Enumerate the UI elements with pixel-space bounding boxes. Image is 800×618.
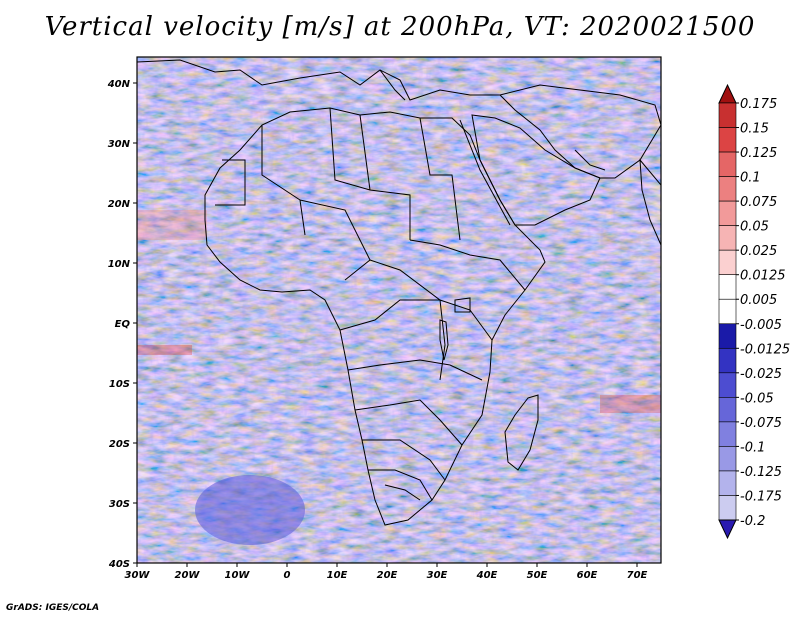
lon-label: 70E xyxy=(627,570,648,581)
colorbar-label: -0.025 xyxy=(740,367,782,382)
lon-label: 30W xyxy=(125,570,151,581)
lat-label: 10N xyxy=(108,259,131,270)
lon-label: 20W xyxy=(175,570,201,581)
axis-ticks xyxy=(133,82,638,567)
lat-label: 20S xyxy=(109,439,130,450)
colorbar-label: -0.05 xyxy=(740,391,774,406)
colorbar-label: 0.15 xyxy=(740,122,769,137)
lon-label: 60E xyxy=(577,570,598,581)
colorbar-box xyxy=(718,495,737,521)
colorbar-label: 0.025 xyxy=(740,244,777,259)
colorbar-box xyxy=(718,225,737,251)
colorbar-box xyxy=(718,176,737,202)
lon-label: 40E xyxy=(476,570,498,581)
colorbar-box xyxy=(718,323,737,349)
lat-label: 20N xyxy=(108,199,131,210)
colorbar-box xyxy=(718,298,737,325)
colorbar-label: -0.075 xyxy=(740,416,782,431)
colorbar-box xyxy=(718,127,737,153)
colorbar-label: -0.125 xyxy=(740,465,782,480)
colorbar-label: -0.175 xyxy=(740,489,782,504)
lat-label: 30S xyxy=(109,499,130,510)
lat-label: 40S xyxy=(108,559,130,570)
colorbar-box xyxy=(718,372,737,398)
lat-label: 30N xyxy=(108,139,131,150)
map-title: Vertical velocity [m/s] at 200hPa, VT: 2… xyxy=(44,12,756,42)
colorbar-box xyxy=(718,249,737,276)
colorbar-box xyxy=(718,102,737,128)
colorbar-label: -0.0125 xyxy=(740,342,790,357)
colorbar-bottom-arrow xyxy=(718,519,737,540)
colorbar-box xyxy=(718,397,737,423)
colorbar-label: 0.1 xyxy=(740,171,761,186)
colorbar-box xyxy=(718,446,737,472)
colorbar-box xyxy=(718,200,737,226)
colorbar-box xyxy=(718,470,737,496)
credit-text: GrADS: IGES/COLA xyxy=(6,603,100,613)
colorbar-box xyxy=(718,421,737,447)
colorbar-label: -0.005 xyxy=(740,318,782,333)
lon-labels: 30W 20W 10W 0 10E 20E 30E 40E 50E 60E 70… xyxy=(125,570,648,581)
colorbar-top-arrow xyxy=(718,83,737,104)
colorbar-label: 0.005 xyxy=(740,293,777,308)
lat-labels: 40N 30N 20N 10N EQ 10S 20S 30S 40S xyxy=(107,79,131,570)
colorbar-label: 0.175 xyxy=(740,97,777,112)
colorbar-label: 0.05 xyxy=(740,220,769,235)
velocity-field xyxy=(137,57,661,563)
colorbar-label: 0.075 xyxy=(740,195,777,210)
colorbar-label: -0.1 xyxy=(740,440,765,455)
lon-label: 20E xyxy=(377,570,398,581)
colorbar-label: 0.125 xyxy=(740,146,777,161)
lat-label: 10S xyxy=(109,379,130,390)
lon-label: 30E xyxy=(427,570,448,581)
lon-label: 10E xyxy=(327,570,348,581)
plot-frame xyxy=(136,56,662,564)
lon-label: 10W xyxy=(225,570,251,581)
colorbar-box xyxy=(718,151,737,177)
colorbar-label: -0.2 xyxy=(740,514,765,529)
lat-label: EQ xyxy=(115,319,131,330)
colorbar-label: 0.0125 xyxy=(740,269,786,284)
colorbar-box xyxy=(718,347,737,374)
lat-label: 40N xyxy=(107,79,131,90)
colorbar: 0.175 0.15 0.125 0.1 0.075 0.05 0.025 0.0125 0.0… xyxy=(718,83,790,540)
lon-label: 0 xyxy=(284,570,291,581)
coastlines xyxy=(137,59,661,526)
colorbar-box xyxy=(718,274,737,300)
lon-label: 50E xyxy=(527,570,548,581)
